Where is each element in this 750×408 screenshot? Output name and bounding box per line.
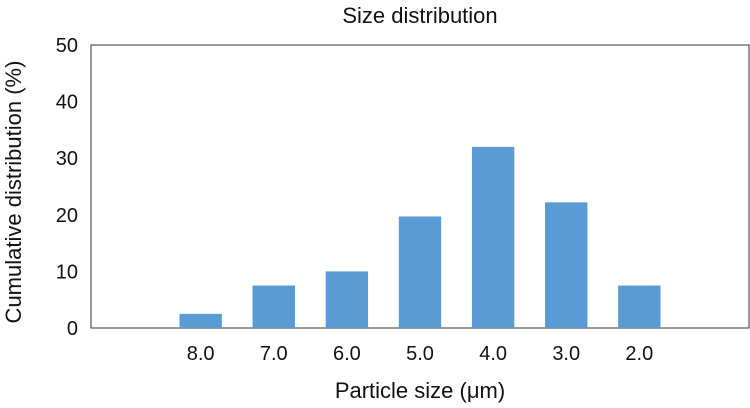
y-tick-label: 30 (56, 148, 78, 170)
x-tick-label: 3.0 (552, 343, 580, 365)
x-tick-label: 2.0 (625, 343, 653, 365)
x-tick-label: 8.0 (187, 343, 215, 365)
bar (471, 146, 515, 328)
bar (398, 216, 442, 328)
y-axis-label: Cumulative distribution (%) (1, 61, 26, 324)
x-axis-ticks: 8.0 7.0 6.0 5.0 4.0 3.0 2.0 (187, 343, 653, 365)
bar (325, 271, 369, 328)
chart-title: Size distribution (342, 3, 497, 28)
y-tick-label: 50 (56, 35, 78, 57)
bar (179, 313, 222, 328)
x-tick-label: 7.0 (260, 343, 288, 365)
y-tick-label: 10 (56, 261, 78, 283)
y-tick-label: 0 (67, 318, 78, 340)
x-axis-label: Particle size (μm) (335, 378, 505, 403)
x-tick-label: 6.0 (333, 343, 361, 365)
x-tick-label: 4.0 (479, 343, 507, 365)
bar (618, 285, 661, 328)
y-axis-ticks: 0 10 20 30 40 50 (56, 35, 78, 340)
y-tick-label: 20 (56, 205, 78, 227)
y-tick-label: 40 (56, 92, 78, 114)
bar (252, 285, 295, 328)
bar (545, 202, 588, 328)
bar-series (179, 146, 661, 328)
x-tick-label: 5.0 (406, 343, 434, 365)
